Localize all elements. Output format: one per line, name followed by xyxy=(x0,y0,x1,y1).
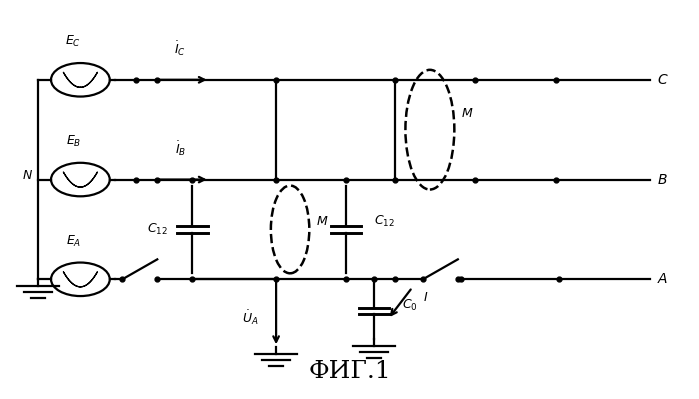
Text: $\dot{U}_A$: $\dot{U}_A$ xyxy=(242,308,259,326)
Text: $C$: $C$ xyxy=(657,73,669,87)
Text: $A$: $A$ xyxy=(657,272,668,286)
Text: ФИГ.1: ФИГ.1 xyxy=(308,360,391,383)
Text: $M$: $M$ xyxy=(316,215,329,228)
Text: $N$: $N$ xyxy=(22,169,33,182)
Text: $\dot{I}_C$: $\dot{I}_C$ xyxy=(174,39,187,58)
Text: $E_C$: $E_C$ xyxy=(66,34,81,49)
Text: $I$: $I$ xyxy=(423,291,428,304)
Text: $\dot{I}_B$: $\dot{I}_B$ xyxy=(175,139,186,158)
Text: $C_{12}$: $C_{12}$ xyxy=(147,222,168,237)
Text: $B$: $B$ xyxy=(657,172,668,187)
Text: $E_A$: $E_A$ xyxy=(66,233,81,249)
Text: $E_B$: $E_B$ xyxy=(66,134,81,149)
Text: $C_0$: $C_0$ xyxy=(402,298,418,313)
Text: $M$: $M$ xyxy=(461,107,474,120)
Text: $C_{12}$: $C_{12}$ xyxy=(374,214,395,229)
